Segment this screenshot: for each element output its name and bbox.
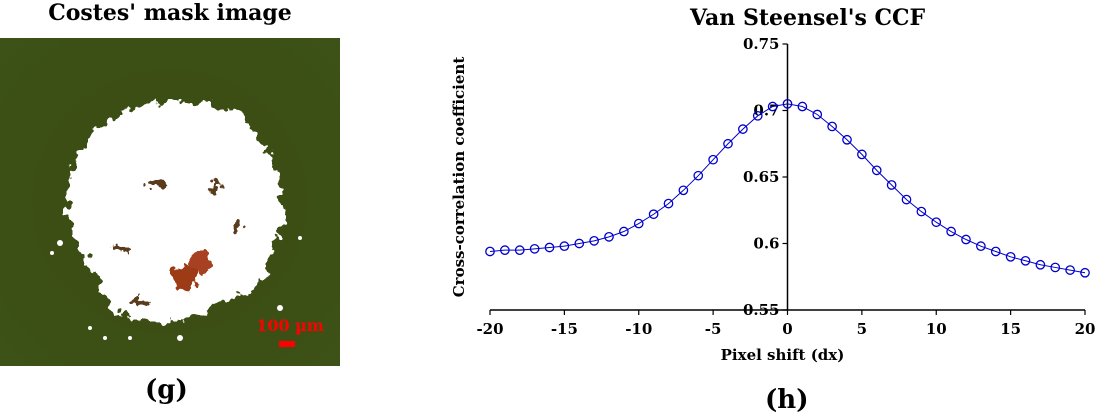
data-point (842, 134, 852, 145)
x-tick-label: 5 (857, 320, 867, 338)
data-point (633, 218, 644, 229)
data-point (976, 241, 986, 252)
data-point (1080, 267, 1090, 278)
x-tick-label: -10 (625, 320, 652, 338)
data-point (752, 110, 763, 121)
data-point (990, 246, 1001, 257)
data-point (678, 185, 689, 196)
costes-mask-image: 100 µm (0, 38, 340, 366)
scale-bar-line (279, 341, 295, 347)
ccf-chart: -20 -15 -10 -5 0 5 10 15 200.550.60.650.70.75Pix… (450, 35, 1095, 364)
data-point (961, 234, 971, 245)
x-tick-label: 20 (1075, 320, 1096, 338)
mask-image-title: Costes' mask image (48, 0, 292, 26)
data-point (931, 217, 942, 228)
data-point (827, 121, 837, 132)
series-line (489, 103, 1086, 274)
data-point (886, 180, 897, 190)
data-point (500, 245, 510, 255)
data-point (708, 154, 718, 165)
plot-area: -20 -15 -10 -5 0 5 10 15 200.550.60.650.70.75Pix… (450, 35, 1095, 364)
data-point (589, 235, 599, 246)
panel-label-h: (h) (765, 385, 809, 415)
data-point (812, 109, 823, 120)
data-point (738, 124, 748, 134)
data-point (1020, 255, 1031, 266)
data-point (544, 242, 555, 253)
x-tick-label: -5 (705, 320, 722, 338)
mask-blob (67, 101, 283, 323)
data-point (1005, 251, 1016, 262)
data-point (916, 206, 927, 217)
data-point (619, 226, 629, 237)
data-point (648, 209, 659, 220)
data-point (1065, 265, 1075, 275)
y-tick-label: 0.6 (753, 235, 779, 253)
data-point (663, 198, 674, 209)
data-point (857, 149, 867, 160)
scale-bar-label: 100 µm (256, 316, 324, 335)
mask-holes (113, 177, 245, 307)
scale-bar: 100 µm (256, 316, 324, 347)
data-point (1035, 259, 1046, 270)
data-point (901, 194, 912, 205)
y-tick-label: 0.55 (743, 301, 780, 319)
panel-label-g: (g) (145, 375, 188, 405)
x-tick-label: 0 (782, 320, 792, 338)
data-point (485, 246, 495, 257)
x-tick-label: -20 (476, 320, 503, 338)
data-point (1050, 262, 1061, 273)
data-point (797, 101, 808, 112)
data-point (529, 243, 540, 254)
y-tick-label: 0.65 (743, 168, 780, 186)
data-point (946, 226, 956, 237)
data-point (514, 245, 525, 255)
y-axis-label: Cross-correlation coefficient (450, 57, 468, 298)
data-point (767, 101, 778, 112)
y-tick-label: 0.75 (743, 35, 780, 53)
x-tick-label: 15 (1000, 320, 1021, 338)
x-axis-label: Pixel shift (dx) (721, 346, 845, 364)
data-point (782, 99, 793, 109)
mask-speckles (50, 236, 302, 341)
data-point (693, 170, 704, 181)
data-point (871, 165, 882, 176)
data-point (559, 241, 570, 252)
data-point (574, 238, 585, 249)
x-tick-label: -15 (551, 320, 578, 338)
chart-title: Van Steensel's CCF (690, 5, 926, 31)
data-point (723, 138, 733, 149)
data-point (604, 232, 614, 242)
x-tick-label: 10 (926, 320, 947, 338)
